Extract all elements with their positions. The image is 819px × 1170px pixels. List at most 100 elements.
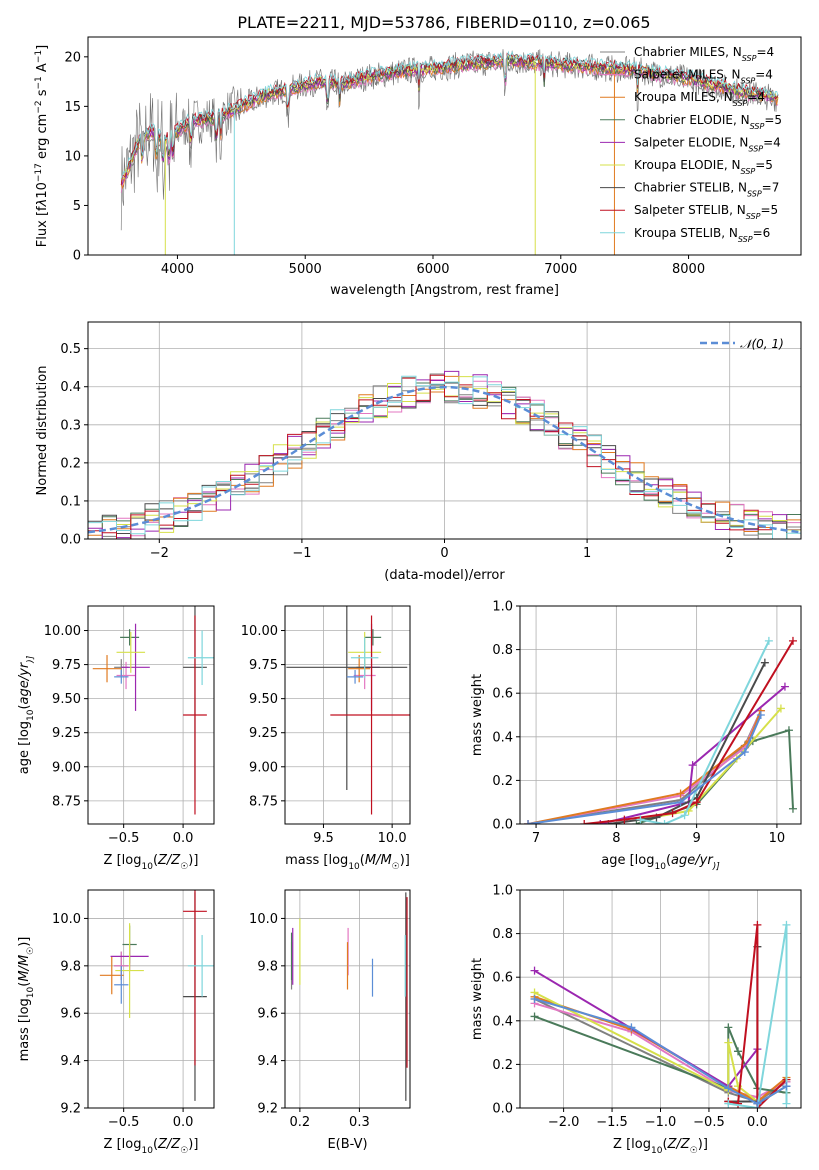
x-axis-label: Z [log10(Z/Z☉)]	[104, 1137, 199, 1156]
x-axis-label-part: 10	[348, 862, 360, 872]
data-point-marker	[632, 820, 641, 824]
axes-frame	[284, 605, 411, 825]
data-point-marker	[760, 658, 769, 667]
data-point-marker	[724, 1084, 733, 1093]
y-axis-label-part: age [log	[17, 721, 32, 774]
y-tick-label: 9.2	[60, 1102, 81, 1117]
model-spectrum-line	[120, 50, 779, 180]
y-tick-label: 0.0	[492, 1102, 513, 1117]
x-axis-label-part: Z/Z	[157, 1137, 181, 1152]
legend-entry-value: =5	[764, 113, 782, 127]
axes-frame	[87, 605, 215, 825]
x-tick-label: 0	[440, 546, 448, 561]
x-tick-label: −2	[150, 546, 169, 561]
x-tick-label: 8	[612, 831, 620, 846]
legend-entry-value: =5	[760, 203, 778, 217]
y-tick-label: 1.0	[492, 884, 513, 899]
legend-entry: Kroupa MILES, NSSP=4	[634, 90, 765, 108]
x-axis-label-part: )]	[400, 853, 410, 868]
y-axis-label-part: age/yr	[17, 661, 32, 704]
data-point-marker	[753, 920, 762, 929]
y-tick-label: 9.25	[52, 726, 81, 741]
histogram-step-line	[88, 375, 801, 539]
mass-weight-line	[527, 714, 762, 824]
x-axis-label: Z [log10(Z/Z☉)]	[613, 1137, 708, 1156]
y-tick-label: 0.2	[492, 774, 513, 789]
y-axis-label-part: −1	[34, 76, 44, 89]
data-point-marker	[660, 820, 669, 824]
data-point-marker	[782, 920, 791, 929]
x-axis-label-part: )]	[188, 1137, 198, 1152]
x-axis-label-part: age [log	[601, 853, 654, 868]
y-tick-label: 5	[73, 199, 81, 214]
mass-weight-line	[534, 1015, 787, 1094]
spectrum-panel: 4000 5000 6000 7000 8000 0 5 10 15 20 wavelength […	[34, 36, 802, 298]
y-tick-label: 0.4	[492, 1014, 513, 1029]
y-tick-label: 0.2	[60, 456, 81, 471]
data-point-marker	[784, 726, 793, 735]
y-tick-label: 9.25	[249, 726, 278, 741]
legend-entry-text: Chabrier MILES, N	[634, 45, 742, 59]
y-tick-label: 10.00	[44, 624, 81, 639]
data-point-marker	[788, 804, 797, 813]
y-axis-label-part: (	[17, 982, 32, 987]
x-axis-label: (data-model)/error	[384, 568, 505, 583]
axes-frame	[284, 889, 411, 1109]
y-tick-label: 0	[73, 249, 81, 264]
legend-entry-text: Kroupa MILES, N	[634, 90, 733, 104]
y-axis-label-part: 10	[26, 986, 36, 998]
x-tick-label: 9.5	[313, 831, 334, 846]
axes-frame	[87, 889, 215, 1109]
x-tick-label: −0.5	[108, 1115, 140, 1130]
x-axis-label-part: (	[360, 853, 365, 868]
data-point-marker	[740, 748, 749, 757]
data-point-marker	[636, 815, 645, 824]
x-tick-label: 0.0	[173, 1115, 194, 1130]
legend-entry-value: =4	[755, 68, 773, 82]
x-tick-label: 8000	[672, 262, 705, 277]
x-tick-label: 0.3	[349, 1115, 370, 1130]
axes-frame	[519, 605, 802, 825]
x-tick-label: 7000	[544, 262, 577, 277]
y-tick-label: 9.00	[249, 760, 278, 775]
data-point-marker	[620, 815, 629, 824]
legend-entry: Salpeter STELIB, NSSP=5	[634, 203, 778, 221]
y-tick-label: 8.75	[249, 794, 278, 809]
x-tick-label: 0.2	[290, 1115, 311, 1130]
data-point-marker	[724, 1038, 733, 1047]
data-point-marker	[753, 1099, 762, 1108]
plot-area	[290, 892, 408, 1101]
x-axis-label-part: ☉	[392, 862, 400, 872]
legend-entry-value: =4	[763, 135, 781, 149]
y-axis-label-part: ]	[35, 45, 50, 50]
mass-vs-ebv-panel: 0.2 0.3 9.2 9.4 9.6 9.8 10.0 E(B-V)	[249, 889, 411, 1152]
y-axis-label-part: 10	[35, 182, 50, 199]
data-point-marker	[530, 995, 539, 1003]
y-axis-label-part: erg cm	[35, 114, 50, 163]
y-tick-label: 9.6	[60, 1007, 81, 1022]
x-axis-label: wavelength [Angstrom, rest frame]	[330, 283, 559, 298]
x-tick-label: 0.0	[747, 1115, 768, 1130]
y-tick-label: 0.6	[492, 971, 513, 986]
x-axis-label-part: 10	[651, 1146, 663, 1156]
y-tick-label: 15	[64, 100, 81, 115]
y-axis-label-part: (	[17, 704, 32, 709]
histogram-step-line	[88, 374, 801, 539]
legend-entry-subscript: SSP	[741, 76, 756, 85]
mass-weight-line	[600, 685, 786, 824]
x-axis-label: E(B-V)	[327, 1137, 367, 1152]
x-tick-label: 2	[726, 546, 734, 561]
data-point-marker	[627, 1023, 636, 1032]
data-point-marker	[530, 1012, 539, 1021]
legend-entry-value: =4	[756, 45, 774, 59]
mass-weight-line	[608, 662, 766, 824]
x-tick-label: 5000	[289, 262, 322, 277]
x-axis-label-part: Z [log	[613, 1137, 651, 1152]
mass-weight-line	[640, 707, 782, 821]
legend-entry-text: Salpeter ELODIE, N	[634, 135, 748, 149]
legend-entry: Chabrier STELIB, NSSP=7	[634, 181, 779, 199]
x-axis-label: mass [log10(M/M☉)]	[285, 853, 410, 872]
x-tick-label: 0.0	[173, 831, 194, 846]
data-point-marker	[524, 820, 533, 824]
